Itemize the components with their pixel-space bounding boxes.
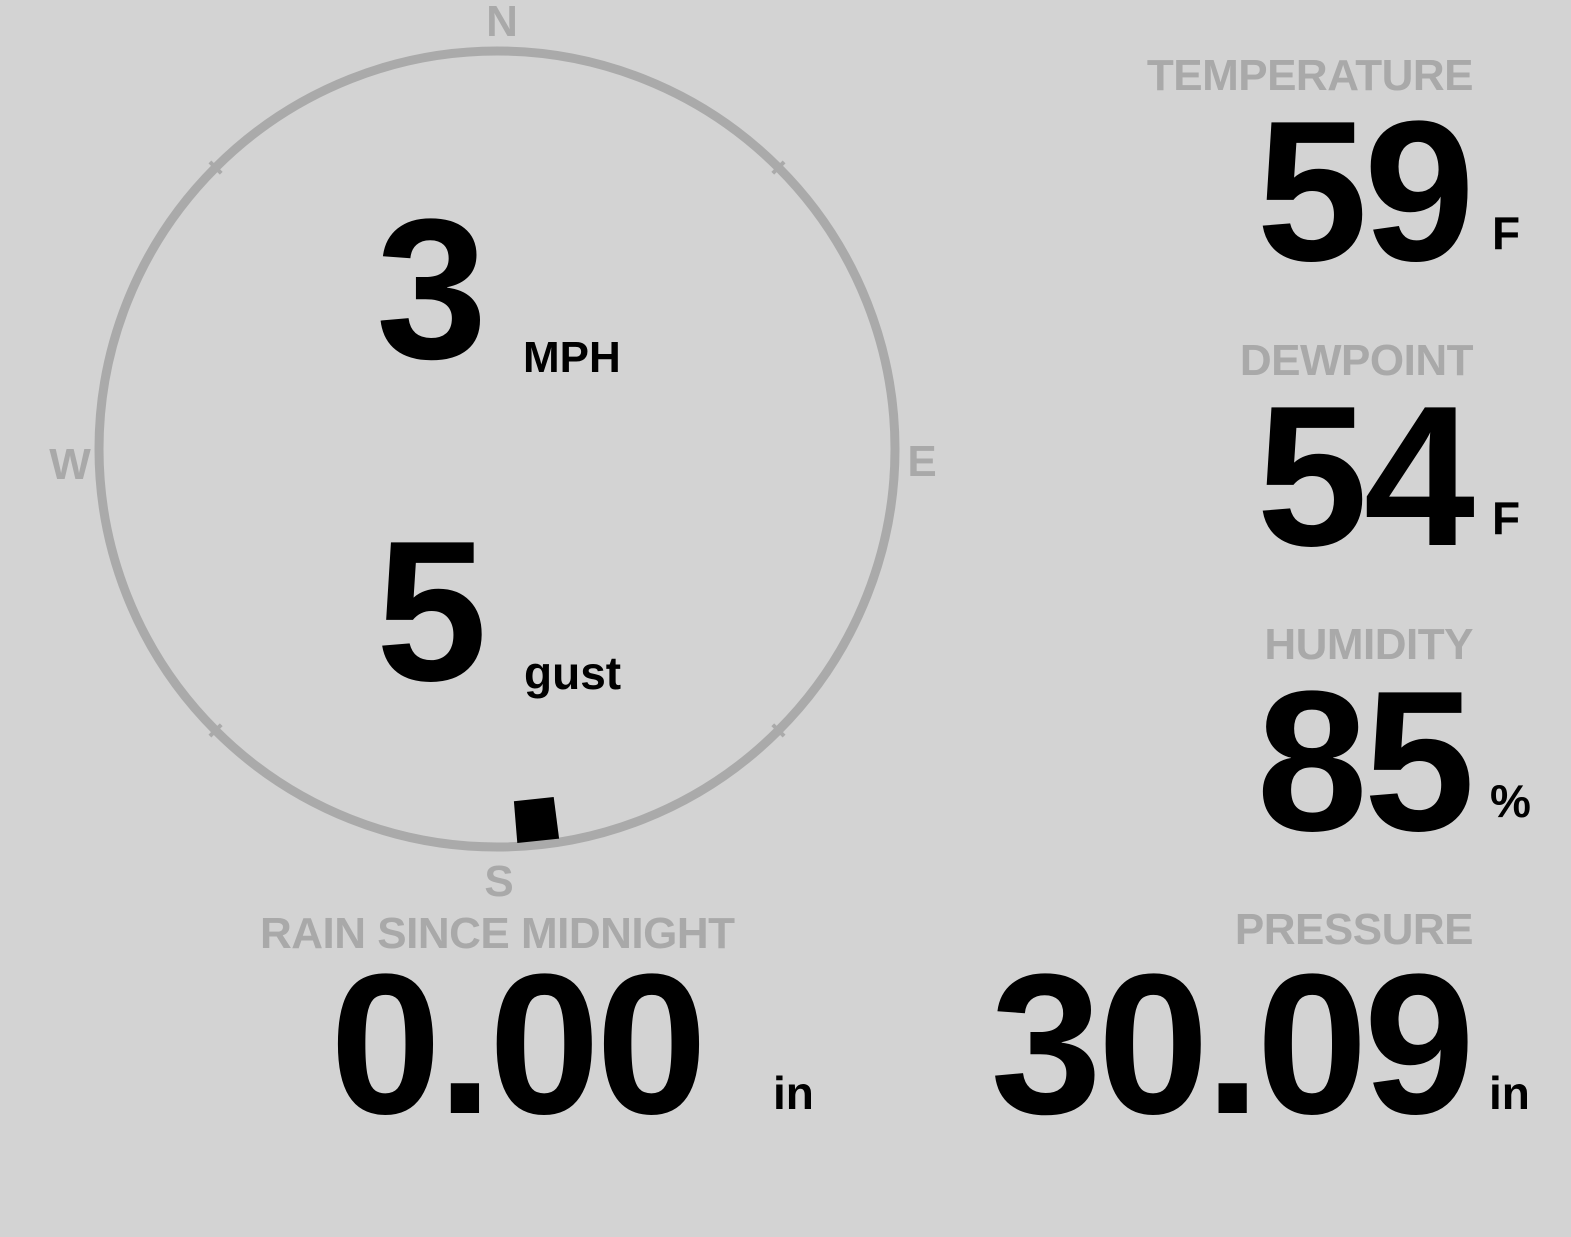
- compass-east-label: E: [907, 437, 937, 486]
- temperature-unit: F: [1492, 207, 1521, 259]
- wind-gust-value: 5: [376, 500, 487, 723]
- wind-speed-value: 3: [376, 178, 487, 401]
- wind-gust-unit: gust: [524, 647, 622, 699]
- compass-ring: [94, 46, 900, 852]
- rain-unit: in: [773, 1067, 814, 1119]
- rain-label: RAIN SINCE MIDNIGHT: [260, 909, 735, 958]
- compass-tick: [208, 723, 223, 738]
- pressure-value: 30.09: [990, 933, 1475, 1156]
- dewpoint-unit: F: [1492, 492, 1521, 544]
- temperature-value: 59: [1256, 80, 1475, 303]
- compass-tick: [208, 160, 223, 175]
- compass-south-label: S: [484, 857, 514, 906]
- wind-direction-marker: [513, 797, 560, 843]
- humidity-unit: %: [1490, 775, 1531, 827]
- rain-value: 0.00: [330, 933, 707, 1156]
- pressure-label: PRESSURE: [1234, 905, 1474, 954]
- temperature-label: TEMPERATURE: [1146, 51, 1474, 100]
- dewpoint-value: 54: [1256, 365, 1475, 588]
- compass-tick: [771, 160, 786, 175]
- wind-speed-unit: MPH: [523, 333, 621, 382]
- humidity-value: 85: [1256, 650, 1475, 873]
- pressure-unit: in: [1489, 1067, 1530, 1119]
- compass-north-label: N: [486, 0, 518, 46]
- dewpoint-label: DEWPOINT: [1239, 336, 1474, 385]
- humidity-label: HUMIDITY: [1264, 620, 1473, 669]
- compass-ticks: [208, 160, 786, 738]
- compass-west-label: W: [49, 440, 91, 489]
- compass-tick: [771, 723, 786, 738]
